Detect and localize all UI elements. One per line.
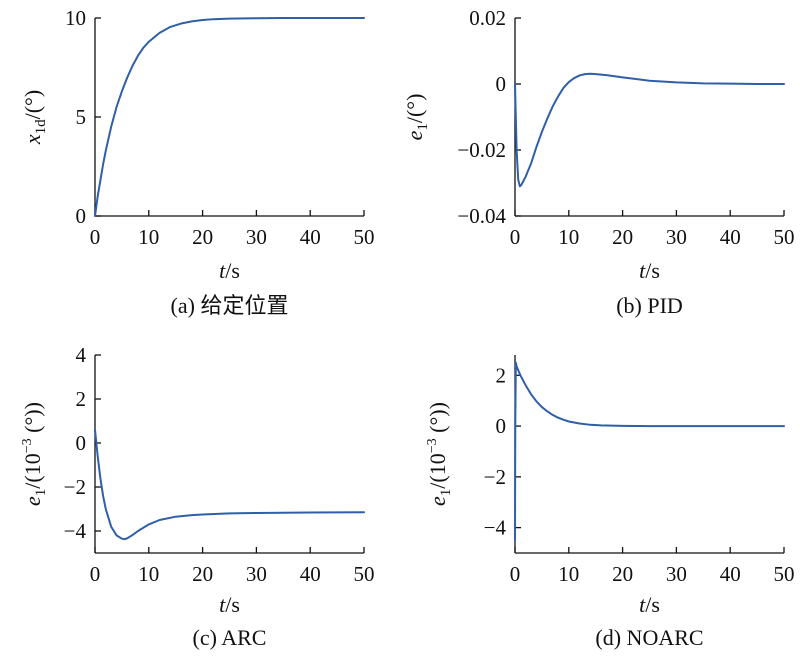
y-tick-label: 0	[76, 431, 87, 455]
y-tick-label: 4	[76, 343, 87, 367]
y-tick-label: −2	[64, 475, 86, 499]
x-axis-label: t/s	[219, 592, 240, 617]
y-tick-label: −0.04	[457, 204, 506, 228]
series-line	[514, 72, 785, 188]
x-tick-label: 0	[510, 225, 521, 249]
x-tick-label: 0	[510, 562, 521, 586]
x-tick-label: 40	[720, 225, 741, 249]
series-line	[514, 361, 785, 542]
x-tick-label: 20	[612, 225, 633, 249]
panel-3: 0 10 20 30 40 50 −4 −2 0 2 4 t/s e1/(10−3 (°)) (c) AR…	[20, 343, 375, 650]
panel-1: 0 10 20 30 40 50 0 5 10 t/s x1d/(°) (a) 给定位置	[20, 6, 375, 318]
y-tick-label: 0	[496, 414, 507, 438]
y-tick-label: −0.02	[457, 138, 506, 162]
panel-caption: (b) PID	[616, 293, 683, 318]
x-tick-label: 30	[666, 225, 687, 249]
panel-2: 0 10 20 30 40 50 −0.04 −0.02 0 0.02 t/s e1/(°) (b) P…	[402, 6, 795, 318]
x-tick-label: 10	[558, 562, 579, 586]
x-tick-label: 40	[720, 562, 741, 586]
y-tick-label: −4	[484, 516, 507, 540]
x-tick-label: 20	[192, 562, 213, 586]
y-tick-label: 2	[76, 387, 87, 411]
y-tick-label: 0	[76, 204, 87, 228]
y-axis-label: e1/(10−3 (°))	[425, 402, 454, 506]
x-tick-label: 20	[612, 562, 633, 586]
x-tick-label: 30	[246, 225, 267, 249]
y-tick-label: 5	[76, 105, 87, 129]
x-tick-label: 20	[192, 225, 213, 249]
panel-caption: (a) 给定位置	[171, 293, 289, 318]
x-axis-label: t/s	[639, 258, 660, 283]
x-tick-label: 40	[300, 562, 321, 586]
y-tick-label: −2	[484, 465, 506, 489]
x-tick-label: 30	[246, 562, 267, 586]
x-tick-label: 40	[300, 225, 321, 249]
panel-caption: (c) ARC	[193, 625, 267, 650]
y-tick-label: 10	[65, 6, 86, 30]
x-tick-label: 0	[90, 562, 101, 586]
y-tick-label: 2	[496, 363, 507, 387]
x-axis-label: t/s	[639, 592, 660, 617]
x-tick-label: 50	[354, 225, 375, 249]
panel-4: 0 10 20 30 40 50 −4 −2 0 2 t/s e1/(10−3 (°)) (d) NOA…	[425, 355, 795, 650]
y-tick-label: 0.02	[469, 6, 506, 30]
x-tick-label: 10	[138, 225, 159, 249]
x-tick-label: 50	[774, 225, 795, 249]
y-axis-label: e1/(°)	[402, 94, 431, 141]
series-line	[94, 17, 365, 217]
x-tick-label: 10	[138, 562, 159, 586]
x-axis-label: t/s	[219, 258, 240, 283]
series-line	[94, 428, 365, 541]
x-tick-label: 50	[774, 562, 795, 586]
y-tick-label: 0	[496, 72, 507, 96]
x-tick-label: 30	[666, 562, 687, 586]
x-tick-label: 10	[558, 225, 579, 249]
x-tick-label: 50	[354, 562, 375, 586]
y-axis-label: x1d/(°)	[20, 90, 49, 145]
x-tick-label: 0	[90, 225, 101, 249]
y-axis-label: e1/(10−3 (°))	[20, 402, 49, 506]
y-tick-label: −4	[64, 519, 87, 543]
panel-caption: (d) NOARC	[595, 625, 703, 650]
